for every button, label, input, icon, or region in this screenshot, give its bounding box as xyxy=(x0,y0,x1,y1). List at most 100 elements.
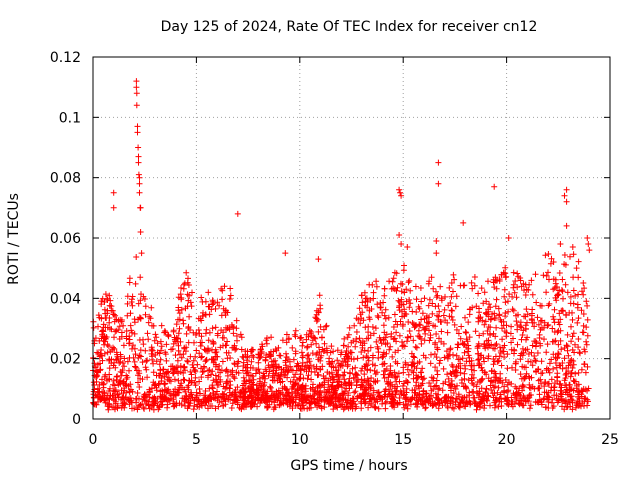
data-point xyxy=(490,394,497,401)
data-point xyxy=(569,316,576,323)
data-point xyxy=(195,327,202,333)
data-point xyxy=(463,336,470,343)
data-point xyxy=(118,329,125,336)
data-point xyxy=(98,315,105,322)
data-point xyxy=(434,367,441,374)
data-point xyxy=(137,401,144,408)
data-point xyxy=(475,318,482,325)
outlier-point xyxy=(557,241,564,247)
data-point xyxy=(197,390,204,397)
data-point xyxy=(388,400,395,406)
data-point xyxy=(311,388,318,395)
data-point xyxy=(370,387,377,394)
data-point xyxy=(559,403,565,410)
data-point xyxy=(402,361,409,368)
data-point xyxy=(509,306,516,313)
data-point xyxy=(446,284,453,291)
data-point xyxy=(198,374,205,381)
data-point xyxy=(563,364,570,371)
data-point xyxy=(561,252,568,258)
data-point xyxy=(378,340,385,347)
data-point xyxy=(381,329,388,336)
data-point xyxy=(552,354,559,361)
data-point xyxy=(174,335,181,342)
data-point xyxy=(437,283,444,290)
data-point xyxy=(396,307,403,314)
data-point xyxy=(353,329,360,335)
data-point xyxy=(428,351,434,358)
data-point xyxy=(305,393,312,400)
y-tick-label: 0 xyxy=(72,412,81,428)
data-point xyxy=(385,314,392,321)
data-point xyxy=(440,365,447,372)
data-point xyxy=(377,304,384,311)
data-point xyxy=(407,287,414,294)
data-point xyxy=(555,351,562,358)
data-point xyxy=(274,397,281,404)
data-point xyxy=(483,298,490,305)
data-point xyxy=(120,342,127,349)
data-point xyxy=(578,366,585,373)
data-point xyxy=(417,396,424,403)
data-point xyxy=(476,315,483,322)
data-point xyxy=(134,406,141,413)
data-point xyxy=(266,353,273,360)
data-point xyxy=(253,387,260,394)
data-point xyxy=(260,383,267,390)
data-point xyxy=(95,323,101,330)
data-point xyxy=(435,405,442,412)
data-point xyxy=(481,405,488,412)
data-point xyxy=(469,388,476,395)
data-point xyxy=(347,349,354,356)
data-point xyxy=(532,357,538,364)
data-point xyxy=(233,345,240,352)
data-point xyxy=(481,358,488,365)
data-point xyxy=(371,396,378,403)
data-point xyxy=(110,362,117,369)
data-point xyxy=(407,300,414,307)
data-point xyxy=(525,398,532,405)
data-point xyxy=(158,343,165,350)
data-point xyxy=(365,348,372,354)
data-point xyxy=(95,361,101,368)
data-point xyxy=(209,368,216,375)
data-point xyxy=(450,390,457,396)
data-point xyxy=(476,356,482,363)
data-point xyxy=(224,379,231,386)
data-point xyxy=(182,305,189,312)
data-point xyxy=(492,278,499,285)
data-point xyxy=(205,374,211,381)
data-point xyxy=(183,269,190,276)
data-point xyxy=(432,341,438,348)
data-point xyxy=(205,289,212,296)
data-point xyxy=(185,325,192,332)
data-point xyxy=(485,306,492,313)
data-point xyxy=(381,393,388,400)
x-tick-label: 5 xyxy=(192,432,201,448)
data-point xyxy=(428,274,435,281)
data-point xyxy=(502,274,509,281)
data-point xyxy=(452,386,459,392)
data-point xyxy=(432,390,439,397)
data-point xyxy=(219,394,225,401)
data-point xyxy=(202,388,209,394)
data-point xyxy=(149,322,155,329)
data-point xyxy=(410,369,417,376)
axis-ticks xyxy=(92,56,611,420)
data-point xyxy=(233,325,240,332)
data-point xyxy=(113,376,120,383)
data-point xyxy=(462,329,469,335)
data-point xyxy=(412,283,419,290)
data-point xyxy=(207,403,214,409)
data-point xyxy=(343,399,350,406)
data-point xyxy=(406,328,413,334)
data-point xyxy=(239,394,246,401)
data-point xyxy=(401,289,408,296)
data-point xyxy=(554,329,561,336)
data-point xyxy=(139,376,146,383)
data-point xyxy=(279,337,286,344)
data-point xyxy=(299,342,306,349)
data-point xyxy=(217,369,224,376)
data-point xyxy=(529,362,536,369)
data-point xyxy=(128,397,135,404)
